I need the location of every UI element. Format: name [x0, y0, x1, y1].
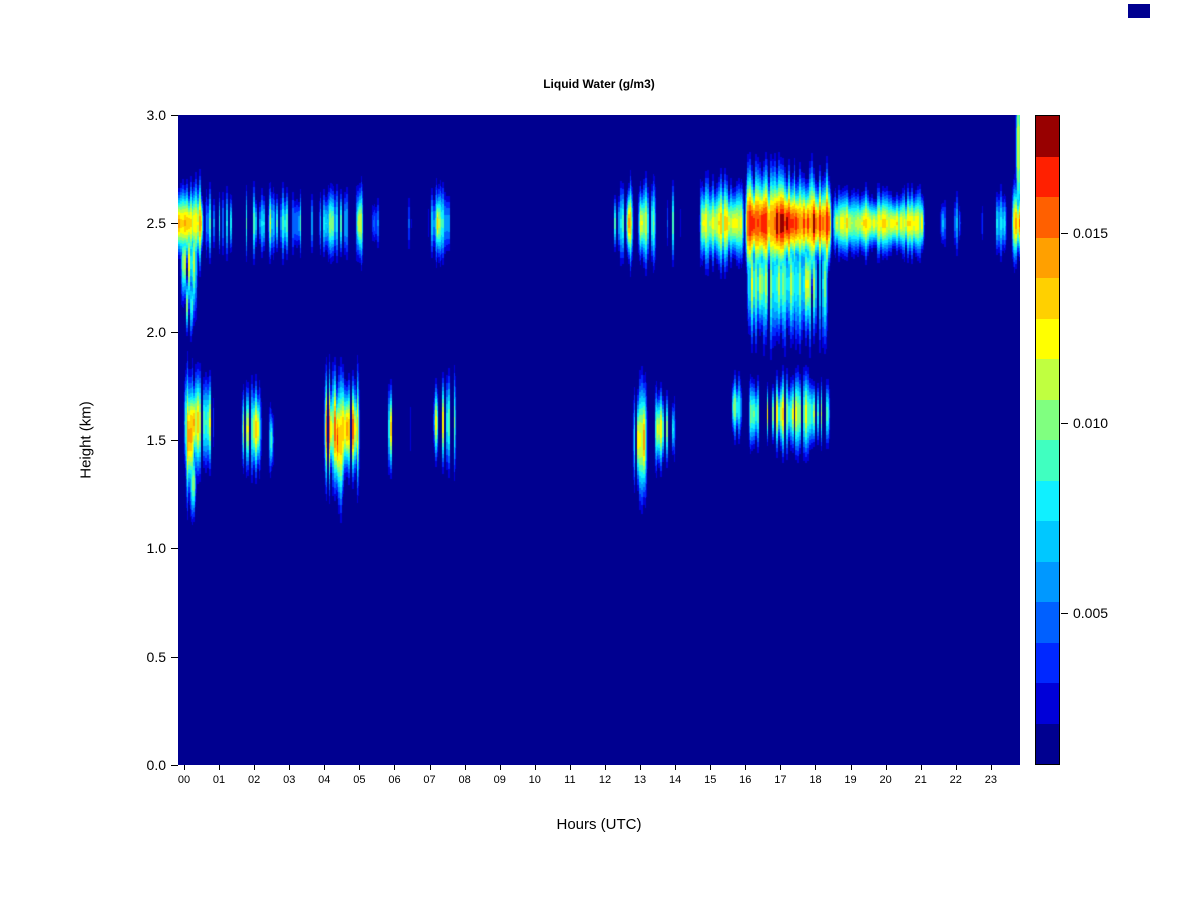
y-tick-label: 2.0	[146, 323, 166, 340]
x-tick-label: 06	[388, 774, 401, 786]
colorbar-segment	[1036, 116, 1059, 157]
x-tick-label: 08	[458, 774, 471, 786]
x-tick-label: 04	[318, 774, 331, 786]
colorbar-tick-mark	[1061, 422, 1068, 424]
x-tick-label: 23	[984, 774, 997, 786]
x-tick-mark	[569, 765, 571, 770]
y-tick-label: 1.0	[146, 540, 166, 557]
colorbar-segment	[1036, 278, 1059, 319]
x-tick-mark	[745, 765, 747, 770]
x-tick-label: 16	[739, 774, 752, 786]
x-tick-label: 17	[774, 774, 787, 786]
colorbar-segment	[1036, 642, 1059, 683]
x-tick-label: 07	[423, 774, 436, 786]
y-tick-mark	[171, 765, 178, 766]
colorbar	[1035, 115, 1060, 765]
x-tick-label: 22	[949, 774, 962, 786]
y-tick-mark	[171, 223, 178, 225]
x-tick-mark	[815, 765, 817, 770]
x-tick-mark	[534, 765, 536, 770]
x-tick-label: 18	[809, 774, 822, 786]
x-tick-mark	[710, 765, 712, 770]
x-tick-label: 19	[844, 774, 857, 786]
y-tick-mark	[171, 548, 178, 550]
heatmap-canvas	[178, 115, 1020, 765]
colorbar-segment	[1036, 723, 1059, 764]
x-axis-label: Hours (UTC)	[556, 816, 642, 833]
x-tick-mark	[394, 765, 396, 770]
x-tick-mark	[640, 765, 642, 770]
colorbar-segment	[1036, 521, 1059, 562]
x-tick-label: 02	[248, 774, 261, 786]
x-tick-label: 14	[669, 774, 682, 786]
x-tick-mark	[219, 765, 221, 770]
y-axis-label: Height (km)	[77, 401, 95, 479]
x-tick-mark	[499, 765, 501, 770]
colorbar-segment	[1036, 156, 1059, 197]
y-tick-mark	[171, 331, 178, 333]
x-tick-mark	[850, 765, 852, 770]
colorbar-segment	[1036, 683, 1059, 724]
x-tick-label: 11	[564, 774, 576, 786]
colorbar-segment	[1036, 602, 1059, 643]
colorbar-tick-label: 0.010	[1073, 414, 1109, 431]
colorbar-segment	[1036, 399, 1059, 440]
x-tick-label: 05	[353, 774, 366, 786]
x-tick-label: 10	[528, 774, 541, 786]
x-tick-mark	[254, 765, 256, 770]
y-tick-mark	[171, 115, 178, 116]
x-tick-label: 15	[704, 774, 717, 786]
x-tick-label: 03	[283, 774, 296, 786]
y-tick-mark	[171, 440, 178, 441]
plot-area	[178, 115, 1020, 765]
y-tick-label: 0.5	[146, 648, 166, 665]
x-tick-label: 09	[493, 774, 506, 786]
colorbar-tick-mark	[1061, 612, 1068, 614]
colorbar-tick-label: 0.015	[1073, 224, 1109, 241]
x-tick-label: 20	[879, 774, 892, 786]
colorbar-segment	[1036, 318, 1059, 359]
x-tick-mark	[780, 765, 782, 770]
x-tick-label: 12	[598, 774, 612, 786]
x-tick-mark	[359, 765, 361, 770]
x-tick-mark	[429, 765, 431, 770]
x-tick-label: 01	[212, 774, 226, 786]
colorbar-segment	[1036, 480, 1059, 521]
corner-mark	[1128, 4, 1150, 18]
x-tick-label: 13	[633, 774, 647, 786]
x-tick-mark	[920, 765, 922, 770]
x-tick-label: 00	[177, 774, 191, 786]
colorbar-tick-label: 0.005	[1073, 604, 1109, 621]
x-tick-mark	[955, 765, 957, 770]
colorbar-segment	[1036, 237, 1059, 278]
colorbar-segment	[1036, 359, 1059, 400]
x-tick-mark	[183, 765, 185, 770]
x-tick-mark	[885, 765, 887, 770]
x-tick-mark	[289, 765, 291, 770]
x-tick-mark	[675, 765, 677, 770]
y-tick-label: 1.5	[146, 432, 166, 448]
colorbar-segment	[1036, 440, 1059, 481]
x-tick-mark	[604, 765, 606, 770]
colorbar-segment	[1036, 197, 1059, 238]
x-tick-mark	[324, 765, 326, 770]
y-tick-label: 3.0	[146, 107, 166, 123]
colorbar-segment	[1036, 561, 1059, 602]
x-tick-label: 21	[914, 774, 927, 786]
y-tick-label: 2.5	[146, 215, 166, 232]
y-tick-mark	[171, 656, 178, 658]
chart-title: Liquid Water (g/m3)	[543, 77, 655, 91]
x-tick-mark	[990, 765, 992, 770]
colorbar-tick-mark	[1061, 232, 1068, 234]
x-tick-mark	[464, 765, 466, 770]
y-tick-label: 0.0	[146, 757, 166, 773]
